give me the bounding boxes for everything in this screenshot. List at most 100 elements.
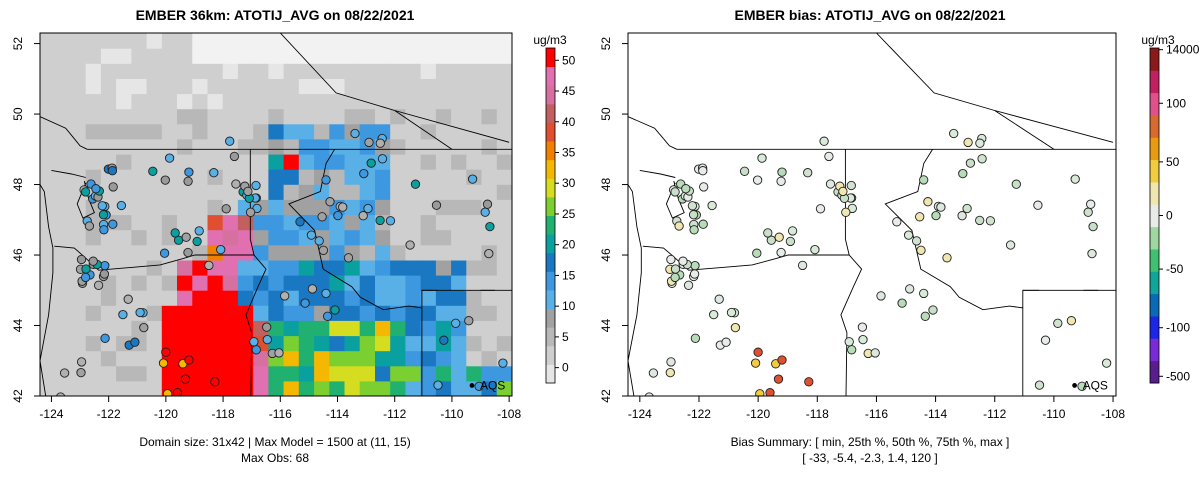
- heatmap-cell: [177, 138, 193, 155]
- heatmap-cell: [451, 33, 467, 49]
- heatmap-cell: [222, 244, 239, 261]
- heatmap-cell: [283, 320, 300, 337]
- heatmap-cell: [435, 290, 452, 306]
- observation-point: [942, 253, 952, 263]
- heatmap-cell: [85, 63, 102, 79]
- heatmap-cell: [222, 335, 239, 352]
- heatmap-cell: [405, 290, 422, 306]
- heatmap-cell: [481, 108, 498, 125]
- heatmap-cell: [100, 244, 117, 261]
- heatmap-cell: [481, 184, 498, 200]
- heatmap-cell: [116, 93, 132, 110]
- observation-point: [148, 166, 158, 176]
- heatmap-cell: [70, 93, 87, 110]
- heatmap-cell: [55, 199, 71, 216]
- observation-point: [225, 136, 235, 146]
- heatmap-cell: [435, 123, 452, 140]
- heatmap-cell: [390, 259, 406, 276]
- heatmap-cell: [435, 365, 452, 382]
- heatmap-cell: [100, 123, 117, 140]
- observation-point: [958, 168, 968, 179]
- observation-point: [474, 381, 484, 391]
- observation-point: [307, 284, 318, 294]
- heatmap-cell: [55, 184, 71, 200]
- heatmap-cell: [451, 199, 467, 216]
- heatmap-cell: [451, 169, 467, 185]
- observation-point: [1088, 221, 1098, 232]
- heatmap-cell: [116, 63, 132, 79]
- observation-point: [957, 211, 967, 221]
- colorbar-tick-label: 20: [562, 238, 576, 252]
- heatmap-cell: [283, 169, 300, 185]
- heatmap-cell: [161, 305, 178, 321]
- heatmap-cell: [55, 138, 71, 155]
- colorbar-segment: [546, 141, 555, 161]
- observation-point: [181, 232, 191, 242]
- observation-point: [963, 137, 973, 148]
- heatmap-cell: [329, 244, 346, 261]
- heatmap-cell: [237, 335, 254, 352]
- colorbar-segment: [1150, 182, 1159, 205]
- colorbar-segment: [546, 345, 555, 365]
- right-bias-summary-values: [ -33, -5.4, -2.3, 1.4, 120 ]: [802, 451, 937, 465]
- heatmap-cell: [192, 275, 209, 291]
- heatmap-cell: [420, 184, 437, 200]
- heatmap-cell: [496, 108, 512, 125]
- x-tick-label: -122: [97, 407, 121, 421]
- heatmap-cell: [420, 290, 437, 306]
- heatmap-cell: [420, 33, 437, 49]
- heatmap-cell: [207, 184, 224, 200]
- heatmap-cell: [496, 169, 512, 185]
- heatmap-cell: [298, 169, 315, 185]
- heatmap-cell: [314, 138, 330, 155]
- observation-point: [76, 367, 86, 378]
- heatmap-cell: [222, 290, 239, 306]
- heatmap-cell: [375, 380, 391, 396]
- x-tick-label: -116: [865, 407, 888, 421]
- border-line: [840, 149, 863, 396]
- heatmap-cell: [405, 365, 422, 382]
- heatmap-cell: [375, 259, 391, 276]
- observation-point: [975, 215, 985, 226]
- heatmap-cell: [359, 184, 376, 200]
- observation-point: [752, 175, 763, 185]
- observation-point: [689, 269, 700, 279]
- observation-point: [251, 180, 261, 191]
- heatmap-cell: [192, 169, 209, 185]
- heatmap-cell: [496, 305, 512, 321]
- observation-point: [56, 392, 66, 396]
- colorbar-tick-label: 50: [1166, 155, 1180, 169]
- heatmap-cell: [40, 350, 56, 367]
- heatmap-cell: [375, 33, 391, 49]
- observation-point: [88, 256, 98, 266]
- heatmap-cell: [131, 108, 148, 125]
- heatmap-cell: [329, 380, 346, 396]
- heatmap-cell: [131, 78, 148, 95]
- heatmap-cell: [390, 123, 406, 140]
- observation-point: [1083, 207, 1093, 217]
- heatmap-cell: [192, 290, 209, 306]
- heatmap-cell: [237, 123, 254, 140]
- heatmap-cell: [283, 48, 300, 64]
- observation-point: [295, 217, 305, 227]
- heatmap-cell: [237, 48, 254, 64]
- heatmap-cell: [420, 108, 437, 125]
- colorbar-segment: [546, 308, 555, 328]
- heatmap-cell: [207, 154, 224, 170]
- heatmap-cell: [283, 33, 300, 49]
- observation-point: [321, 288, 331, 299]
- heatmap-cell: [435, 63, 452, 79]
- heatmap-cell: [268, 123, 285, 140]
- heatmap-cell: [405, 199, 422, 216]
- heatmap-cell: [70, 123, 87, 140]
- heatmap-cell: [496, 275, 512, 291]
- observation-point: [81, 264, 91, 274]
- heatmap-cell: [359, 350, 376, 367]
- right-x-axis: -124 -122 -120 -118 -116 -114 -112 -110 -108: [628, 396, 1125, 421]
- heatmap-cell: [131, 259, 148, 276]
- heatmap-cell: [116, 154, 132, 170]
- heatmap-cell: [70, 335, 87, 352]
- heatmap-cell: [146, 229, 163, 246]
- heatmap-cell: [451, 214, 467, 231]
- heatmap-cell: [237, 63, 254, 79]
